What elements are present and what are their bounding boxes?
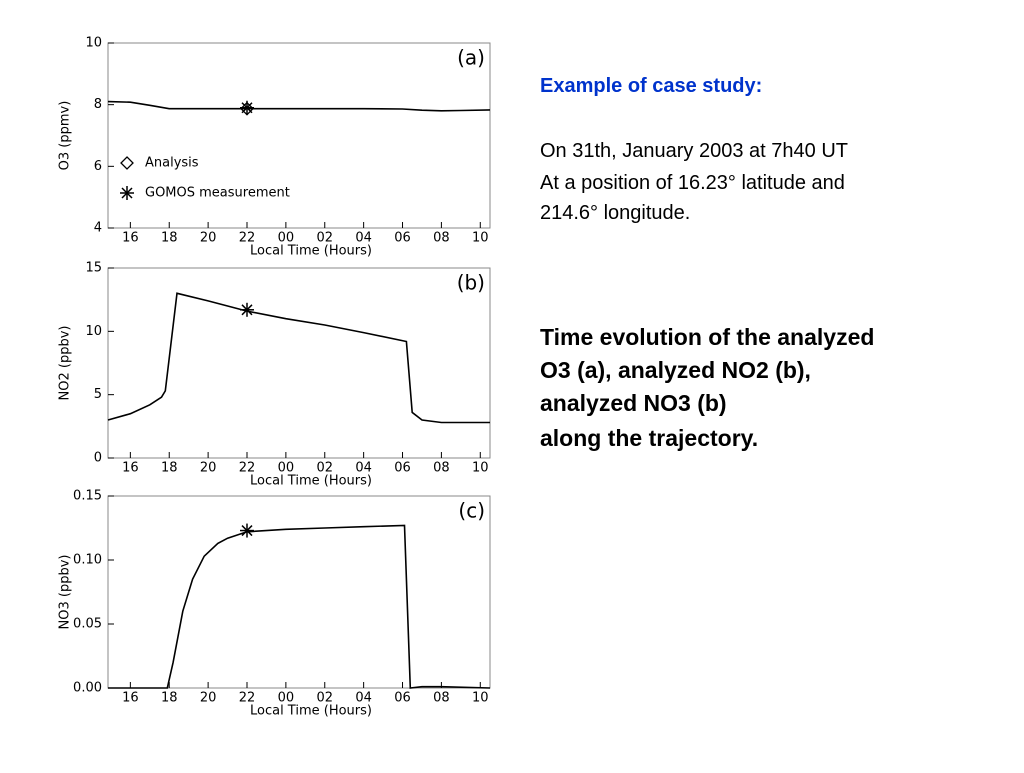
y-tick-label: 10 <box>85 324 102 339</box>
asterisk-marker <box>239 302 254 317</box>
y-axis-label: NO3 (ppbv) <box>58 555 73 630</box>
y-tick-label: 0 <box>94 451 102 466</box>
x-tick-label: 20 <box>200 691 217 706</box>
x-tick-label: 06 <box>394 231 411 246</box>
asterisk-stroke <box>241 102 253 114</box>
legend-label: GOMOS measurement <box>145 186 290 201</box>
y-tick-label: 0.10 <box>73 553 102 568</box>
data-line <box>107 100 491 112</box>
x-tick-label: 02 <box>316 461 333 476</box>
x-tick-label: 18 <box>161 231 178 246</box>
x-tick-label: 18 <box>161 691 178 706</box>
y-axis-label: O3 (ppmv) <box>58 101 73 171</box>
x-tick-label: 10 <box>472 691 489 706</box>
plot-frame <box>107 267 491 459</box>
y-tick-label: 0.15 <box>73 489 102 504</box>
data-line <box>107 292 490 424</box>
caption-line: O3 (a), analyzed NO2 (b), <box>540 357 811 383</box>
x-tick-label: 00 <box>278 231 295 246</box>
info-line: 214.6° longitude. <box>540 202 690 224</box>
x-tick-label: 22 <box>239 461 256 476</box>
asterisk-marker <box>120 186 134 200</box>
x-tick-label: 06 <box>394 461 411 476</box>
x-tick-label: 04 <box>355 231 372 246</box>
y-tick-label: 8 <box>94 97 102 112</box>
x-tick-label: 04 <box>355 461 372 476</box>
x-tick-label: 08 <box>433 231 450 246</box>
info-line: At a position of 16.23° latitude and <box>540 172 845 194</box>
x-tick-label: 06 <box>394 691 411 706</box>
x-tick-label: 10 <box>472 231 489 246</box>
info-line: On 31th, January 2003 at 7h40 UT <box>540 140 848 162</box>
y-tick-label: 6 <box>94 159 102 174</box>
x-axis-label: Local Time (Hours) <box>250 474 372 489</box>
legend-label: Analysis <box>145 156 199 171</box>
asterisk-stroke <box>241 525 253 537</box>
y-tick-label: 15 <box>85 261 102 276</box>
x-tick-label: 16 <box>122 231 139 246</box>
x-tick-label: 10 <box>472 461 489 476</box>
y-tick-label: 4 <box>94 221 102 236</box>
x-tick-label: 16 <box>122 461 139 476</box>
data-line <box>108 524 491 689</box>
x-tick-label: 08 <box>433 691 450 706</box>
asterisk-marker <box>239 100 254 115</box>
x-tick-label: 04 <box>355 691 372 706</box>
x-tick-label: 20 <box>200 461 217 476</box>
y-tick-label: 0.05 <box>73 617 102 632</box>
x-tick-label: 22 <box>239 231 256 246</box>
asterisk-stroke <box>121 187 133 199</box>
heading: Example of case study: <box>540 75 762 97</box>
y-tick-label: 0.00 <box>73 681 102 696</box>
x-tick-label: 00 <box>278 461 295 476</box>
caption-line: along the trajectory. <box>540 425 758 451</box>
x-tick-label: 18 <box>161 461 178 476</box>
panel-label: (c) <box>458 499 485 523</box>
x-tick-label: 16 <box>122 691 139 706</box>
y-tick-label: 10 <box>85 36 102 51</box>
x-tick-label: 00 <box>278 691 295 706</box>
asterisk-marker <box>239 523 254 538</box>
plot-frame <box>107 42 491 229</box>
plot-frame <box>107 495 491 689</box>
asterisk-stroke <box>241 304 253 316</box>
y-axis-label: NO2 (ppbv) <box>58 326 73 401</box>
x-axis-label: Local Time (Hours) <box>250 704 372 719</box>
y-tick-label: 5 <box>94 387 102 402</box>
x-tick-label: 22 <box>239 691 256 706</box>
x-tick-label: 02 <box>316 231 333 246</box>
x-tick-label: 02 <box>316 691 333 706</box>
x-tick-label: 08 <box>433 461 450 476</box>
x-tick-label: 20 <box>200 231 217 246</box>
caption-line: Time evolution of the analyzed <box>540 324 874 350</box>
diamond-marker <box>120 156 134 170</box>
panel-label: (b) <box>457 271 485 295</box>
panel-label: (a) <box>457 46 485 70</box>
caption-line: analyzed NO3 (b) <box>540 390 727 416</box>
x-axis-label: Local Time (Hours) <box>250 244 372 259</box>
